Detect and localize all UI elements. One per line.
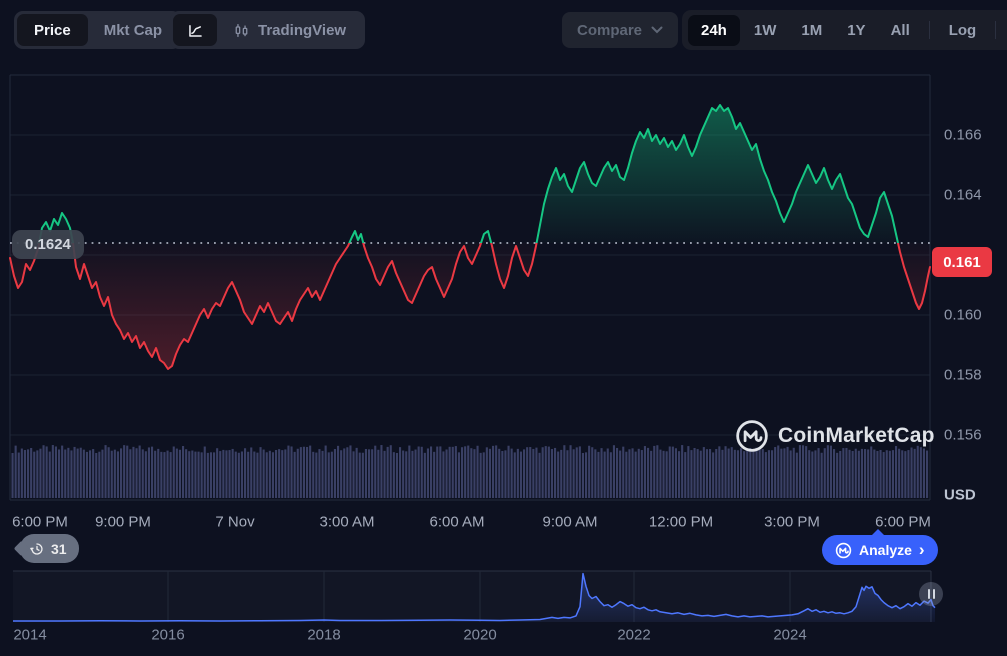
minimap-year-tick: 2024: [773, 626, 807, 644]
price-tab-label: Price: [34, 21, 71, 39]
current-price-badge: 0.161: [932, 247, 992, 277]
watermark-label: CoinMarketCap: [778, 424, 935, 447]
analyze-button[interactable]: Analyze ›: [822, 529, 938, 565]
range-selector: 24h 1W 1M 1Y All Log: [682, 10, 1007, 50]
line-chart-button[interactable]: [173, 14, 217, 46]
range-24h[interactable]: 24h: [688, 14, 740, 46]
x-axis-tick: 9:00 PM: [95, 513, 151, 531]
range-1y[interactable]: 1Y: [836, 16, 876, 45]
analyze-label: Analyze: [859, 542, 912, 558]
chevron-right-icon: ›: [918, 539, 925, 559]
coinmarketcap-logo-icon: [735, 419, 769, 453]
y-axis-tick: 0.166: [944, 126, 982, 144]
price-mktcap-toggle: Price Mkt Cap: [14, 11, 182, 49]
minimap-year-tick: 2020: [463, 626, 497, 644]
history-count-badge[interactable]: 31: [20, 534, 79, 563]
toolbar-divider: [928, 21, 930, 39]
history-minimap-canvas: [13, 570, 936, 622]
mktcap-tab-label: Mkt Cap: [103, 21, 163, 39]
minimap-year-tick: 2016: [151, 626, 185, 644]
y-axis-tick: 0.158: [944, 366, 982, 384]
mktcap-tab[interactable]: Mkt Cap: [88, 14, 178, 46]
x-axis-tick: 9:00 AM: [542, 513, 598, 531]
x-axis-tick: 3:00 PM: [764, 513, 820, 531]
x-axis-tick: 6:00 PM: [875, 513, 931, 531]
y-axis-tick: 0.160: [944, 306, 982, 324]
tradingview-label: TradingView: [258, 21, 347, 39]
price-chart[interactable]: [0, 0, 1007, 520]
x-axis-tick: 7 Nov: [215, 513, 255, 531]
chevron-down-icon: [651, 26, 663, 34]
coinmarketcap-logo-icon: [835, 542, 852, 559]
x-axis-tick: 6:00 AM: [429, 513, 485, 531]
range-1m[interactable]: 1M: [790, 16, 833, 45]
line-chart-icon: [186, 21, 205, 40]
minimap-year-tick: 2022: [617, 626, 651, 644]
candlestick-icon: [233, 21, 250, 40]
log-scale-button[interactable]: Log: [938, 16, 988, 45]
x-axis-tick: 6:00 PM: [12, 513, 68, 531]
watermark: CoinMarketCap: [735, 419, 935, 453]
x-axis-tick: 3:00 AM: [319, 513, 375, 531]
compare-button[interactable]: Compare: [562, 12, 679, 48]
price-tab[interactable]: Price: [17, 14, 88, 46]
range-1w[interactable]: 1W: [743, 16, 788, 45]
compare-label: Compare: [577, 21, 643, 39]
tradingview-button[interactable]: TradingView: [217, 14, 362, 46]
minimap-handle[interactable]: [919, 582, 943, 606]
x-axis-tick: 12:00 PM: [648, 513, 714, 531]
chart-style-toggle: TradingView: [170, 11, 366, 49]
price-chart-canvas: [9, 74, 931, 501]
y-axis-tick: 0.156: [944, 426, 982, 444]
y-axis-unit: USD: [944, 486, 976, 504]
range-all[interactable]: All: [880, 16, 921, 45]
history-minimap[interactable]: [0, 568, 1007, 628]
history-count-value: 31: [51, 540, 67, 557]
minimap-year-tick: 2014: [13, 626, 47, 644]
toolbar-divider: [995, 21, 997, 39]
history-clock-icon: [29, 541, 45, 557]
minimap-year-tick: 2018: [307, 626, 341, 644]
baseline-price-label: 0.1624: [12, 230, 84, 259]
y-axis-tick: 0.164: [944, 186, 982, 204]
